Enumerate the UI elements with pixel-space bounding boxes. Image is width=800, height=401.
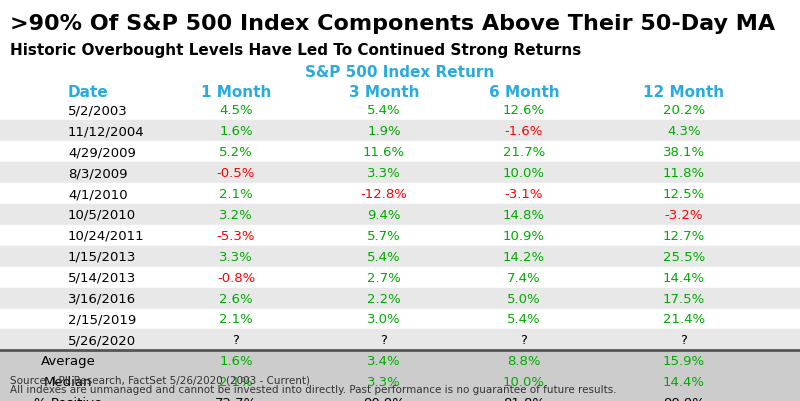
Text: 2.1%: 2.1% xyxy=(219,375,253,388)
Text: 21.7%: 21.7% xyxy=(503,146,545,159)
Text: -12.8%: -12.8% xyxy=(361,188,407,200)
Text: 90.9%: 90.9% xyxy=(363,396,405,401)
Text: 10.0%: 10.0% xyxy=(503,375,545,388)
Text: 3.4%: 3.4% xyxy=(367,354,401,367)
Text: 3 Month: 3 Month xyxy=(349,85,419,100)
Text: 3.3%: 3.3% xyxy=(219,250,253,263)
Text: ?: ? xyxy=(381,334,387,346)
Text: 1 Month: 1 Month xyxy=(201,85,271,100)
Text: 5.7%: 5.7% xyxy=(367,229,401,242)
Text: 5.0%: 5.0% xyxy=(507,292,541,305)
Text: -3.2%: -3.2% xyxy=(665,209,703,221)
Text: 10.0%: 10.0% xyxy=(503,167,545,180)
Text: 3.2%: 3.2% xyxy=(219,209,253,221)
Text: 8/3/2009: 8/3/2009 xyxy=(68,167,127,180)
Text: Date: Date xyxy=(68,85,109,100)
Text: 5/26/2020: 5/26/2020 xyxy=(68,334,136,346)
Text: ?: ? xyxy=(681,334,687,346)
Text: -1.6%: -1.6% xyxy=(505,125,543,138)
Text: Median: Median xyxy=(44,375,92,388)
Text: 1.6%: 1.6% xyxy=(219,354,253,367)
Text: 11.8%: 11.8% xyxy=(663,167,705,180)
Text: 1/15/2013: 1/15/2013 xyxy=(68,250,136,263)
Text: % Positive: % Positive xyxy=(34,396,102,401)
Text: Historic Overbought Levels Have Led To Continued Strong Returns: Historic Overbought Levels Have Led To C… xyxy=(10,43,581,58)
Text: 21.4%: 21.4% xyxy=(663,313,705,326)
Text: 6 Month: 6 Month xyxy=(489,85,559,100)
Text: 14.4%: 14.4% xyxy=(663,271,705,284)
Text: -0.5%: -0.5% xyxy=(217,167,255,180)
Text: 38.1%: 38.1% xyxy=(663,146,705,159)
Text: -5.3%: -5.3% xyxy=(217,229,255,242)
Text: -0.8%: -0.8% xyxy=(217,271,255,284)
Text: 4/29/2009: 4/29/2009 xyxy=(68,146,136,159)
Text: 8.8%: 8.8% xyxy=(507,354,541,367)
Text: 2.7%: 2.7% xyxy=(367,271,401,284)
Text: 12.5%: 12.5% xyxy=(663,188,705,200)
Text: 81.8%: 81.8% xyxy=(503,396,545,401)
Text: 25.5%: 25.5% xyxy=(663,250,705,263)
Text: 14.8%: 14.8% xyxy=(503,209,545,221)
Text: 5.4%: 5.4% xyxy=(367,250,401,263)
Text: 10/24/2011: 10/24/2011 xyxy=(68,229,145,242)
Text: S&P 500 Index Return: S&P 500 Index Return xyxy=(306,65,494,80)
Text: Average: Average xyxy=(41,354,95,367)
Text: 15.9%: 15.9% xyxy=(663,354,705,367)
Text: ?: ? xyxy=(233,334,239,346)
Text: -3.1%: -3.1% xyxy=(505,188,543,200)
Text: 11.6%: 11.6% xyxy=(363,146,405,159)
Text: 14.4%: 14.4% xyxy=(663,375,705,388)
Text: Source: LPL Research, FactSet 5/26/2020 (2003 - Current): Source: LPL Research, FactSet 5/26/2020 … xyxy=(10,374,310,384)
Text: 3.3%: 3.3% xyxy=(367,167,401,180)
Text: 5.4%: 5.4% xyxy=(507,313,541,326)
Text: 10/5/2010: 10/5/2010 xyxy=(68,209,136,221)
Text: 20.2%: 20.2% xyxy=(663,104,705,117)
Text: 4.3%: 4.3% xyxy=(667,125,701,138)
Text: 14.2%: 14.2% xyxy=(503,250,545,263)
Text: All indexes are unmanaged and cannot be invested into directly. Past performance: All indexes are unmanaged and cannot be … xyxy=(10,384,616,394)
Text: 3/16/2016: 3/16/2016 xyxy=(68,292,136,305)
Text: 12.6%: 12.6% xyxy=(503,104,545,117)
Text: 11/12/2004: 11/12/2004 xyxy=(68,125,145,138)
Text: 4/1/2010: 4/1/2010 xyxy=(68,188,128,200)
Text: 17.5%: 17.5% xyxy=(663,292,705,305)
Text: 12.7%: 12.7% xyxy=(663,229,705,242)
Text: 5.2%: 5.2% xyxy=(219,146,253,159)
Text: ?: ? xyxy=(521,334,527,346)
Text: >90% Of S&P 500 Index Components Above Their 50-Day MA: >90% Of S&P 500 Index Components Above T… xyxy=(10,14,774,34)
Text: 5/2/2003: 5/2/2003 xyxy=(68,104,128,117)
Text: 2.1%: 2.1% xyxy=(219,313,253,326)
Text: 10.9%: 10.9% xyxy=(503,229,545,242)
Text: 3.3%: 3.3% xyxy=(367,375,401,388)
Text: 1.6%: 1.6% xyxy=(219,125,253,138)
Text: 1.9%: 1.9% xyxy=(367,125,401,138)
Text: 4.5%: 4.5% xyxy=(219,104,253,117)
Text: 2.6%: 2.6% xyxy=(219,292,253,305)
Text: 3.0%: 3.0% xyxy=(367,313,401,326)
Text: 2/15/2019: 2/15/2019 xyxy=(68,313,136,326)
Text: 9.4%: 9.4% xyxy=(367,209,401,221)
Text: 72.7%: 72.7% xyxy=(215,396,257,401)
Text: 90.9%: 90.9% xyxy=(663,396,705,401)
Text: 5/14/2013: 5/14/2013 xyxy=(68,271,136,284)
Text: 12 Month: 12 Month xyxy=(643,85,725,100)
Text: 5.4%: 5.4% xyxy=(367,104,401,117)
Text: 2.1%: 2.1% xyxy=(219,188,253,200)
Text: 7.4%: 7.4% xyxy=(507,271,541,284)
Text: 2.2%: 2.2% xyxy=(367,292,401,305)
